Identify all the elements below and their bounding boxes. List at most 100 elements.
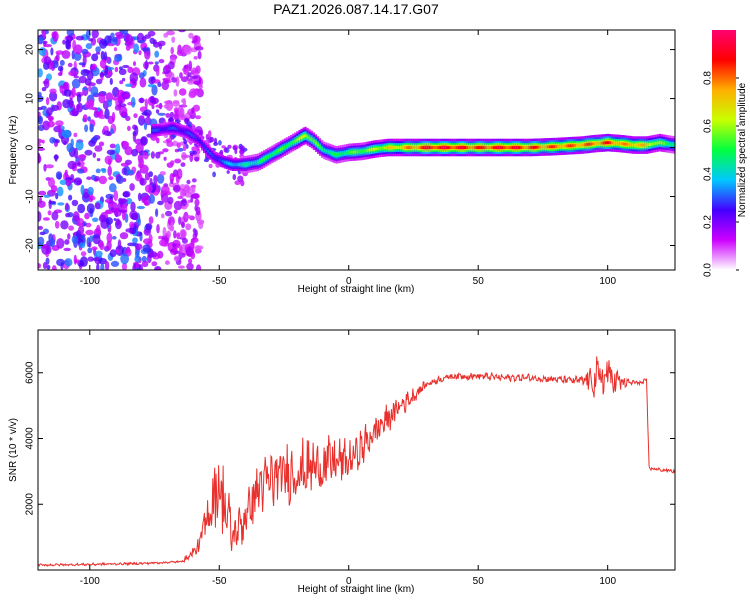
x-tick-label: -50 [212,576,227,587]
spectrogram-ridge-cell [348,151,351,154]
spectrogram-noise-blob [103,51,108,61]
spectrogram-noise-blob [125,45,131,51]
spectrogram-noise-blob [118,103,127,108]
spectrogram-ridge-cell [211,153,214,157]
spectrogram-ridge-cell [644,143,647,147]
spectrogram-noise-blob [170,221,174,231]
spectrogram-noise-blob [59,84,64,94]
spectrogram-noise-blob [155,208,159,217]
spectrogram-noise-blob [89,123,94,133]
spectrogram-noise-blob [94,250,103,257]
spectrogram-ridge-cell [671,143,674,146]
spectrogram-noise-blob [193,56,198,60]
spectrogram-ridge-cell [584,143,587,147]
spectrogram-noise-blob [194,245,201,254]
spectrogram-noise-blob [144,201,149,206]
x-tick-label: -100 [80,576,100,587]
spectrogram-noise-blob [87,116,91,122]
spectrogram-ridge-cell [594,142,597,145]
spectrogram-noise-blob [73,177,83,186]
spectrogram-ridge-cell [300,136,303,139]
spectrogram-noise-blob [63,247,71,252]
spectrogram-ridge-cell [323,148,326,152]
spectrogram-noise-blob [150,151,155,159]
spectrogram-ridge-cell [457,146,460,149]
spectrogram-y-ticks: -20 -10 0 10 20 [25,44,675,253]
spectrogram-ridge-cell [346,151,349,155]
spectrogram-ridge-cell [528,146,531,149]
spectrogram-noise-blob [156,224,160,234]
spectrogram-noise-blob [98,175,108,185]
spectrogram-noise-blob [91,136,99,142]
spectrogram-noise-blob [38,263,41,269]
spectrogram-noise-blob [133,43,140,54]
spectrogram-noise-blob [114,66,119,73]
spectrogram-noise-blob [120,162,129,167]
spectrogram-noise-blob [106,72,113,76]
spectrogram-noise-blob [65,178,72,187]
spectrogram-noise-blob [178,216,182,226]
spectrogram-noise-blob [194,205,198,212]
spectrogram-noise-blob [178,113,186,121]
spectrogram-ridge-cell [399,146,402,149]
spectrogram-ridge-cell [325,149,328,153]
spectrogram-ridge-cell [509,146,512,149]
y-tick-label: 20 [25,44,36,56]
spectrogram-noise-blob [145,223,153,231]
spectrogram-ridge-cell [580,143,583,147]
spectrogram-ridge-cell [546,145,550,149]
spectrogram-noise-blob [121,262,128,270]
spectrogram-noise-blob [234,148,238,155]
spectrogram-noise-blob [101,168,107,174]
spectrogram-noise-blob [139,77,147,88]
snr-panel: -100 -50 0 50 100 2000 4000 6000 Height of str… [8,329,676,595]
spectrogram-noise-blob [98,141,105,147]
spectrogram-ridge-cell [586,143,589,146]
spectrogram-ridge-cell [544,145,547,149]
spectrogram-ridge-cell [534,145,537,149]
spectrogram-noise-blob [79,256,88,267]
spectrogram-noise-blob [163,104,170,109]
spectrogram-noise-blob [168,61,175,70]
spectrogram-noise-blob [177,195,184,200]
spectrogram-ridge-cell [660,141,663,145]
spectrogram-noise-blob [190,75,199,79]
spectrogram-ridge-cell [366,148,369,152]
x-tick-label: 100 [599,276,616,287]
spectrogram-ridge-cell [482,146,485,149]
spectrogram-noise-blob [112,236,117,240]
spectrogram-noise-blob [146,113,151,119]
spectrogram-noise-blob [119,232,129,240]
spectrogram-noise-blob [119,80,124,85]
spectrogram-noise-blob [177,147,184,152]
spectrogram-noise-blob [62,99,71,109]
spectrogram-noise-blob [72,39,77,51]
spectrogram-noise-blob [131,148,139,157]
spectrogram-ridge-cell [178,128,181,132]
spectrogram-noise-blob [109,143,116,149]
spectrogram-noise-blob [125,83,133,88]
spectrogram-noise-blob [92,152,97,158]
spectrogram-ridge-cell [631,143,634,147]
spectrogram-ridge-cell [167,127,170,130]
spectrogram-ridge-cell [553,145,556,149]
spectrogram-ridge-cell [184,130,187,134]
spectrogram-noise-blob [173,107,179,114]
spectrogram-ridge-cell [540,145,543,149]
spectrogram-noise-blob [84,212,90,220]
spectrogram-ridge-cell [254,161,257,165]
spectrogram-ridge-cell [437,146,440,149]
spectrogram-ridge-cell [273,151,276,155]
spectrogram-ridge-cell [532,146,535,149]
spectrogram-noise-blob [184,118,189,125]
spectrogram-ridge-cell [549,145,552,149]
spectrogram-noise-blob [132,213,138,221]
spectrogram-noise-blob [191,178,197,183]
spectrogram-noise-blob [96,158,101,162]
spectrogram-noise-blob [178,88,187,96]
spectrogram-noise-blob [147,61,154,65]
spectrogram-noise-blob [149,177,153,185]
spectrogram-noise-blob [104,64,109,75]
spectrogram-noise-blob [68,225,74,231]
spectrogram-noise-blob [161,193,169,203]
